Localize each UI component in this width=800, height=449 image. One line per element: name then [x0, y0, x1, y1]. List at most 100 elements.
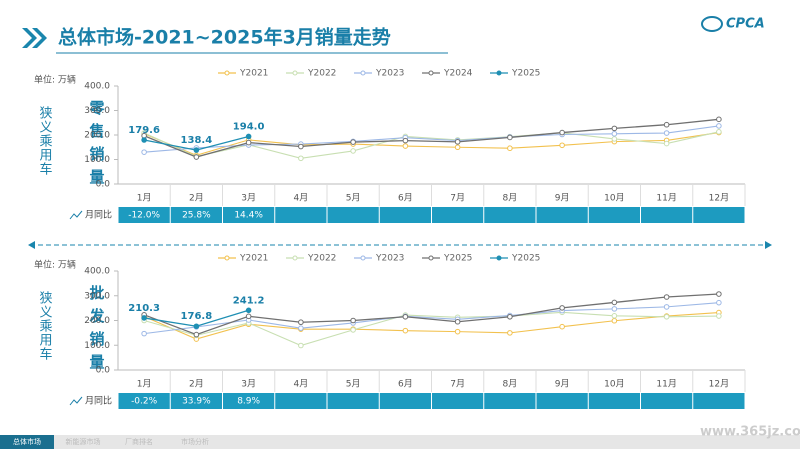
logo: CPCA: [726, 17, 765, 32]
legend-marker: [428, 255, 434, 261]
mom-cell: [275, 207, 327, 223]
x-tick-label: 5月: [346, 193, 361, 204]
series-marker: [193, 331, 200, 338]
legend-marker: [428, 70, 434, 76]
x-tick-label: 8月: [503, 379, 518, 390]
series-marker: [454, 328, 461, 335]
footer-tab[interactable]: [112, 435, 166, 449]
mom-cell: [641, 393, 693, 409]
series-marker: [402, 137, 409, 144]
footer-tab-label[interactable]: 总体市场: [13, 437, 41, 446]
y-tick-label: 0.0: [96, 180, 111, 190]
footer-tab-label[interactable]: 厂商排名: [125, 437, 153, 446]
x-tick-label: 2月: [189, 379, 204, 390]
mom-cell: [432, 393, 484, 409]
series-marker: [663, 304, 670, 310]
legend-label: Y2025: [511, 254, 540, 264]
x-tick-label: 3月: [241, 379, 256, 390]
x-tick-label: 12月: [709, 379, 729, 390]
series-marker: [716, 291, 722, 297]
series-marker: [611, 136, 618, 142]
data-label: 176.8: [181, 311, 213, 322]
unit-label: 单位: 万辆: [34, 259, 76, 271]
mom-cell: [170, 393, 222, 409]
legend-label: Y2021: [239, 69, 268, 79]
mom-cell: [588, 393, 640, 409]
series-marker: [350, 327, 356, 333]
legend-label: Y2023: [375, 69, 404, 79]
mom-cell: [536, 393, 588, 409]
y-tick-label: 200.0: [84, 131, 110, 141]
mom-value: 14.4%: [234, 211, 263, 221]
section-label: 批发销量: [88, 284, 106, 377]
footer-tab-label[interactable]: 新能源市场: [66, 437, 101, 446]
mom-icon: [69, 396, 83, 406]
series-marker: [298, 319, 304, 326]
y-tick-label: 300.0: [84, 106, 110, 116]
mom-cell: [223, 207, 275, 223]
footer-tab[interactable]: [168, 435, 222, 449]
mom-cell: [118, 393, 170, 409]
series-marker: [245, 139, 252, 146]
x-tick-label: 12月: [709, 193, 729, 204]
x-tick-label: 8月: [503, 193, 518, 204]
mom-value: -12.0%: [128, 211, 160, 221]
side-label: 狭义乘用车: [37, 291, 53, 361]
y-tick-label: 400.0: [84, 82, 110, 92]
mom-cell: [641, 207, 693, 223]
legend-marker: [292, 255, 298, 261]
footer-tab[interactable]: [56, 435, 110, 449]
series-marker: [350, 139, 356, 145]
mom-cell: [484, 393, 536, 409]
legend-marker: [496, 70, 502, 76]
series-marker: [245, 133, 252, 140]
series-marker: [193, 154, 200, 160]
y-tick-label: 200.0: [84, 316, 110, 326]
mom-cell: [484, 207, 536, 223]
x-tick-label: 4月: [294, 193, 309, 204]
series-marker: [507, 134, 513, 141]
data-label: 210.3: [128, 303, 160, 314]
side-label: 狭义乘用车: [37, 106, 53, 176]
series-marker: [350, 148, 356, 154]
x-tick-label: 7月: [450, 379, 465, 390]
y-tick-label: 400.0: [84, 267, 110, 277]
mom-cell: [693, 207, 745, 223]
unit-label: 单位: 万辆: [34, 74, 76, 86]
series-marker: [141, 137, 147, 143]
series-marker: [559, 323, 565, 330]
mom-cell: [379, 393, 431, 409]
x-tick-label: 3月: [241, 193, 256, 204]
x-tick-label: 9月: [555, 193, 570, 204]
series-marker: [507, 313, 513, 320]
legend-marker: [360, 255, 366, 261]
series-marker: [663, 313, 670, 320]
series-marker: [193, 323, 200, 330]
series-marker: [611, 312, 618, 319]
series-marker: [559, 129, 565, 136]
footer-tab-label[interactable]: 市场分析: [181, 437, 209, 446]
logo-icon: [701, 16, 723, 32]
legend-label: Y2022: [307, 254, 336, 264]
series-marker: [298, 325, 304, 331]
series-marker: [663, 294, 670, 300]
series-marker: [611, 317, 618, 324]
mom-cell: [536, 207, 588, 223]
mom-value: 25.8%: [182, 211, 211, 221]
x-tick-label: 7月: [450, 193, 465, 204]
mom-cell: [170, 207, 222, 223]
footer-tab[interactable]: [0, 435, 54, 449]
mom-cell: [379, 207, 431, 223]
series-marker: [716, 116, 722, 123]
legend-label: Y2025: [511, 69, 540, 79]
x-tick-label: 5月: [346, 379, 361, 390]
series-line: [143, 131, 719, 159]
legend-marker: [224, 70, 230, 76]
data-label: 179.6: [128, 125, 160, 136]
legend-label: Y2023: [375, 254, 404, 264]
series-marker: [141, 330, 147, 337]
series-marker: [245, 313, 252, 320]
section-label: 零售销量: [88, 100, 106, 192]
